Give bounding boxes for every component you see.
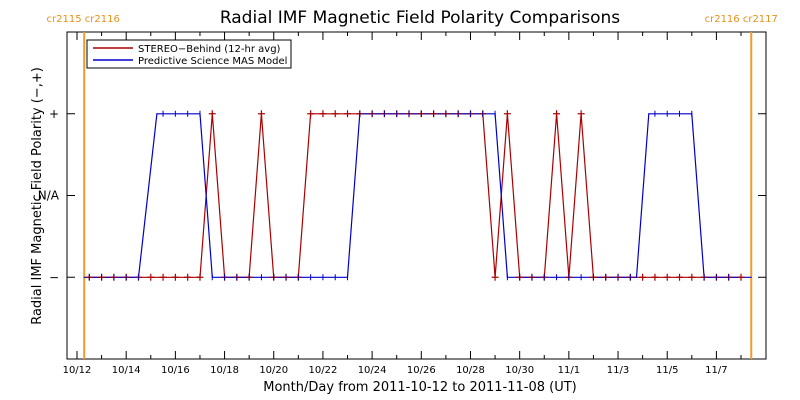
- stereo-data-point: [171, 273, 179, 281]
- stereo-data-point: [688, 273, 696, 281]
- mas-data-point: [750, 276, 752, 278]
- stereo-data-point: [503, 110, 511, 118]
- y-tick-label: +: [49, 107, 59, 121]
- x-tick-label: 11/1: [558, 365, 580, 376]
- carrington-label: cr2116 cr2117: [705, 14, 778, 25]
- stereo-data-point: [307, 110, 315, 118]
- stereo-data-point: [491, 273, 499, 281]
- legend-box: [86, 39, 292, 69]
- stereo-data-point: [639, 273, 647, 281]
- mas-data-point: [83, 276, 85, 278]
- x-tick-label: 10/18: [210, 365, 239, 376]
- stereo-data-point: [663, 273, 671, 281]
- y-tick-label: −: [49, 270, 59, 284]
- stereo-data-point: [553, 110, 561, 118]
- stereo-data-point: [651, 273, 659, 281]
- x-axis-label: Month/Day from 2011-10-12 to 2011-11-08 …: [263, 380, 576, 395]
- x-tick-label: 11/3: [607, 365, 629, 376]
- stereo-data-point: [577, 110, 585, 118]
- mas-data-point: [648, 113, 650, 115]
- x-tick-label: 10/28: [456, 365, 485, 376]
- series-layer: [83, 110, 752, 281]
- x-tick-label: 10/16: [161, 365, 190, 376]
- stereo-data-point: [208, 110, 216, 118]
- x-tick-label: 11/7: [705, 365, 727, 376]
- legend-label-stereo: STEREO−Behind (12-hr avg): [138, 44, 281, 55]
- x-tick-label: 10/22: [309, 365, 338, 376]
- x-tick-label: 10/20: [259, 365, 288, 376]
- x-tick-label: 10/24: [358, 365, 387, 376]
- legend: STEREO−Behind (12-hr avg) Predictive Sci…: [86, 39, 292, 69]
- y-tick-label: N/A: [38, 189, 60, 203]
- x-tick-label: 10/26: [407, 365, 436, 376]
- x-tick-label: 10/12: [63, 365, 92, 376]
- stereo-data-point: [676, 273, 684, 281]
- legend-label-mas: Predictive Science MAS Model: [138, 56, 287, 67]
- x-tick-label: 10/30: [505, 365, 534, 376]
- mas-data-point: [635, 276, 637, 278]
- stereo-data-point: [159, 273, 167, 281]
- carrington-label: cr2115 cr2116: [47, 14, 120, 25]
- x-tick-label: 11/5: [656, 365, 678, 376]
- mas-series-line: [84, 113, 752, 278]
- y-axis-label: Radial IMF Magnetic Field Polarity (−,+): [30, 67, 45, 325]
- chart-title: Radial IMF Magnetic Field Polarity Compa…: [220, 8, 620, 28]
- stereo-data-point: [184, 273, 192, 281]
- stereo-data-point: [737, 273, 745, 281]
- stereo-data-point: [331, 110, 339, 118]
- plot-frame: [66, 31, 767, 360]
- stereo-data-point: [319, 110, 327, 118]
- stereo-data-point: [147, 273, 155, 281]
- axis-ticks: 10/12 10/14 10/16 10/18 10/20 10/22 10/24 10/26…: [38, 32, 766, 376]
- carrington-markers: cr2115 cr2116 cr2116 cr2117: [47, 14, 778, 359]
- stereo-data-point: [196, 273, 204, 281]
- stereo-data-point: [257, 110, 265, 118]
- x-tick-label: 10/14: [112, 365, 141, 376]
- stereo-data-point: [344, 110, 352, 118]
- mas-data-point: [156, 113, 158, 115]
